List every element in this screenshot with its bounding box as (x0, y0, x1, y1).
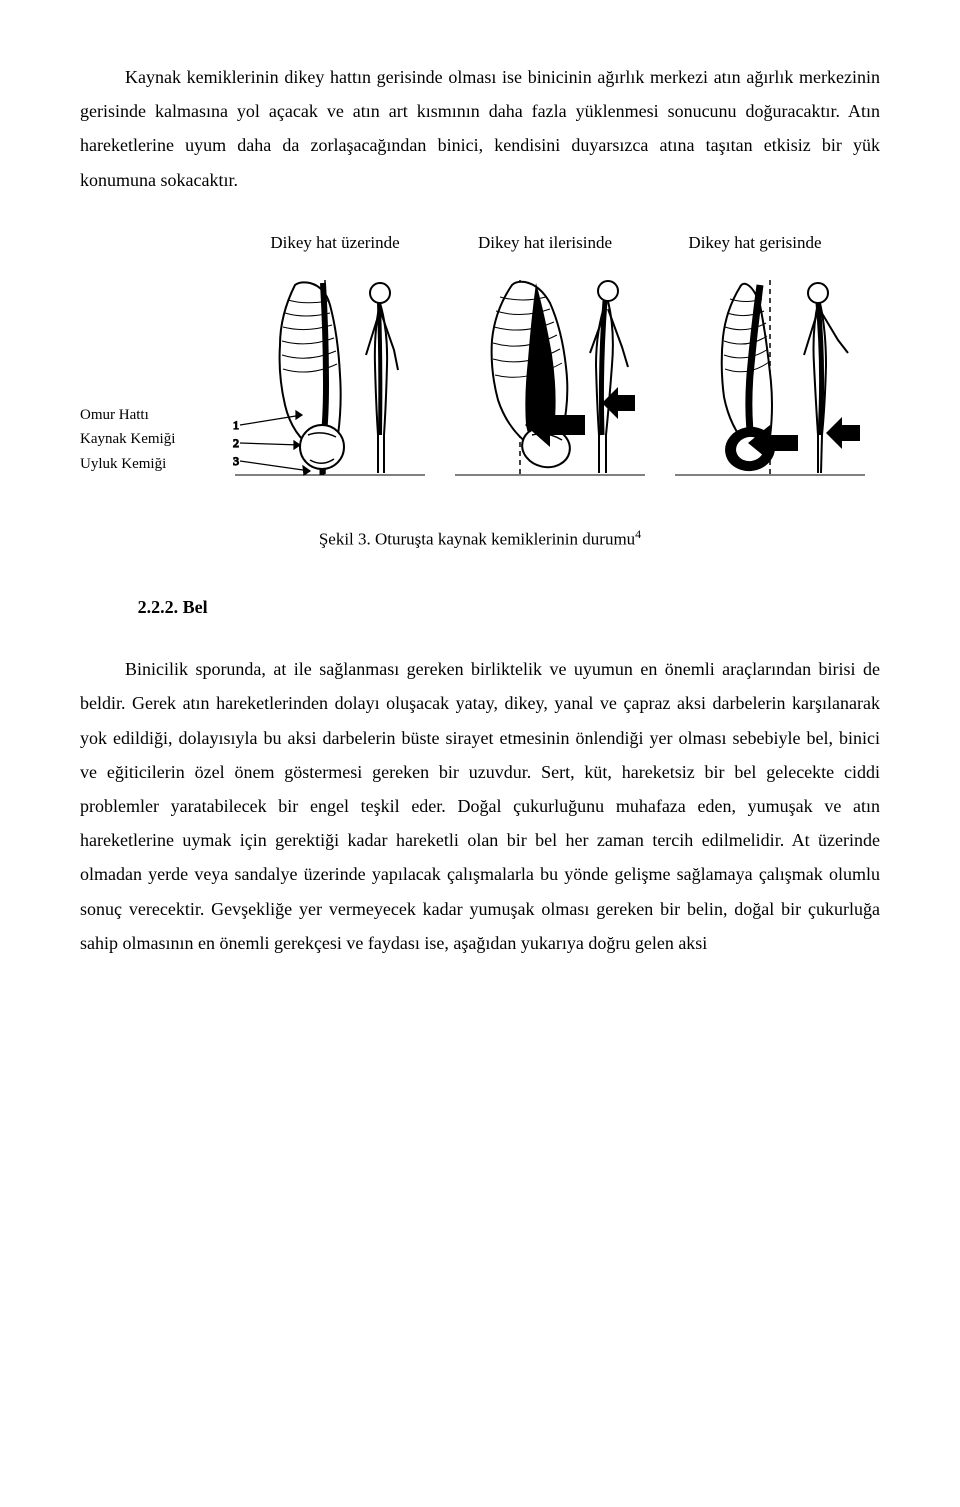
svg-text:3: 3 (233, 454, 239, 468)
side-label-1: Kaynak Kemiği (80, 428, 220, 451)
figure-area: 1 2 3 (220, 265, 880, 495)
anatomy-figure-2 (450, 275, 650, 495)
intro-paragraph: Kaynak kemiklerinin dikey hattın gerisin… (80, 60, 880, 197)
svg-text:2: 2 (233, 436, 239, 450)
diagram-side-labels: Omur Hattı Kaynak Kemiği Uyluk Kemiği (80, 402, 220, 496)
top-label-2: Dikey hat gerisinde (650, 227, 860, 259)
anatomy-figure-3 (670, 275, 870, 495)
body-paragraph: Binicilik sporunda, at ile sağlanması ge… (80, 652, 880, 960)
figure-caption: Şekil 3. Oturuşta kaynak kemiklerinin du… (80, 523, 880, 556)
side-label-2: Uyluk Kemiği (80, 453, 220, 476)
diagram-row: Omur Hattı Kaynak Kemiği Uyluk Kemiği (80, 265, 880, 495)
diagram-top-labels: Dikey hat üzerinde Dikey hat ilerisinde … (80, 227, 880, 259)
svg-text:1: 1 (233, 418, 239, 432)
top-label-1: Dikey hat ilerisinde (440, 227, 650, 259)
anatomy-figure-1: 1 2 3 (230, 275, 430, 495)
side-label-0: Omur Hattı (80, 404, 220, 427)
top-label-0: Dikey hat üzerinde (230, 227, 440, 259)
section-heading: 2.2.2. Bel (80, 590, 880, 624)
